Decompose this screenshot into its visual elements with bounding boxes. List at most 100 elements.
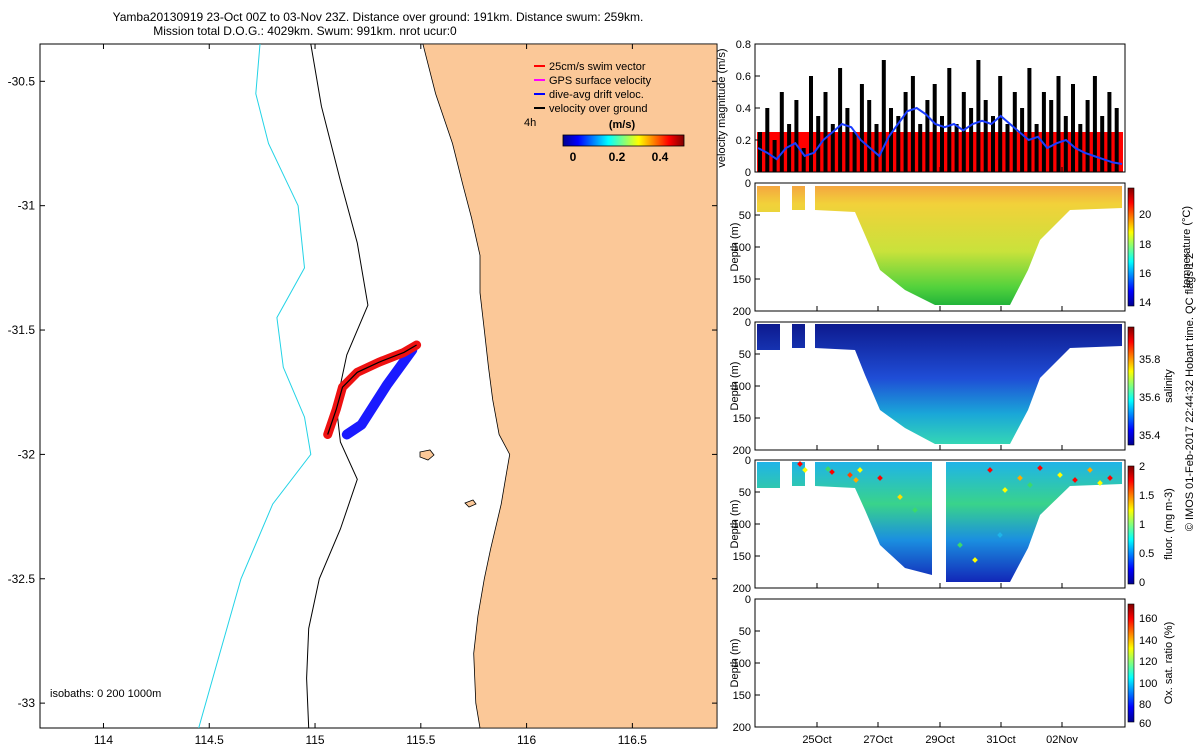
velocity-bar xyxy=(1100,116,1105,172)
ox-cb-tick-160: 160 xyxy=(1139,613,1157,625)
velocity-bar xyxy=(816,116,821,172)
isobath-1000m xyxy=(198,44,312,728)
depth-tick-label: 200 xyxy=(733,306,751,318)
qc-flag-marker xyxy=(1002,487,1008,493)
temperature-panel: 0 50 100 150 200 Depth (m) 20 18 16 14 tempe… xyxy=(729,178,1193,318)
map-xtick-label: 116.5 xyxy=(618,733,647,747)
depth-tick-label: 50 xyxy=(739,349,751,361)
qc-flag-marker xyxy=(1097,480,1103,486)
qc-flag-marker xyxy=(987,467,993,473)
fluorescence-section xyxy=(757,462,1122,582)
depth-tick-label: 0 xyxy=(745,317,751,329)
velocity-bar xyxy=(932,84,937,172)
velocity-ylabel: velocity magnitude (m/s) xyxy=(716,48,728,167)
velocity-bar xyxy=(874,124,879,172)
temperature-cb-label: temperature (°C) xyxy=(1181,206,1193,288)
glider-track-drift xyxy=(341,344,418,440)
velocity-bar xyxy=(1041,92,1046,172)
velocity-tick-label: 0 xyxy=(745,167,751,179)
depth-tick-label: 0 xyxy=(745,455,751,467)
velocity-bar xyxy=(1005,124,1010,172)
map-ytick-label: -30.5 xyxy=(8,74,36,88)
velocity-bar xyxy=(758,132,762,172)
speed-colorbar xyxy=(562,134,685,147)
depth-tick-label: 200 xyxy=(733,583,751,595)
depth-tick-label: 150 xyxy=(733,690,751,702)
map-xtick-label: 115 xyxy=(305,733,324,747)
depth-tick-label: 200 xyxy=(733,722,751,734)
fluorescence-cb-label: fluor. (mg m-3) xyxy=(1163,488,1175,560)
velocity-y-axis: 0 0.2 0.4 0.6 0.8 xyxy=(736,39,760,179)
qc-flag-marker xyxy=(957,542,963,548)
velocity-bar xyxy=(881,60,886,172)
velocity-bar xyxy=(838,68,843,172)
velocity-bar xyxy=(889,108,893,172)
qc-flag-marker xyxy=(997,532,1003,538)
temperature-colorbar xyxy=(1127,187,1135,307)
isobath-200m xyxy=(306,44,369,728)
velocity-bar xyxy=(903,92,908,172)
qc-flag-marker xyxy=(1107,475,1113,481)
velocity-bar xyxy=(772,140,777,172)
map-legend: 25cm/s swim vector GPS surface velocity … xyxy=(524,61,685,164)
qc-flag-marker xyxy=(972,557,978,563)
velocity-bar xyxy=(961,92,966,172)
qc-flag-marker xyxy=(1017,475,1023,481)
velocity-bar xyxy=(779,92,784,172)
legend-gps: GPS surface velocity xyxy=(549,75,652,87)
velocity-bar xyxy=(969,108,974,172)
oxygen-ylabel: Depth (m) xyxy=(729,639,741,688)
velocity-bar xyxy=(1012,92,1017,172)
map-ytick-label: -33 xyxy=(18,696,36,710)
velocity-tick-label: 0.8 xyxy=(736,39,751,51)
ox-cb-tick-80: 80 xyxy=(1139,699,1151,711)
depth-tick-label: 0 xyxy=(745,594,751,606)
velocity-bar xyxy=(918,124,923,172)
velocity-bar xyxy=(1063,116,1068,172)
velocity-bar xyxy=(794,100,799,172)
qc-flag-marker xyxy=(825,466,831,472)
velocity-bar xyxy=(1027,68,1032,172)
temperature-section xyxy=(757,186,1122,305)
ox-cb-tick-60: 60 xyxy=(1139,718,1151,730)
map-ytick-label: -32 xyxy=(18,447,36,461)
ox-cb-tick-140: 140 xyxy=(1139,635,1157,647)
depth-tick-label: 150 xyxy=(733,551,751,563)
flu-cb-tick-1: 1 xyxy=(1139,519,1145,531)
depth-tick-label: 50 xyxy=(739,626,751,638)
oxygen-frame xyxy=(754,598,1126,728)
map-xtick-label: 116 xyxy=(517,733,536,747)
velocity-bar xyxy=(1071,84,1075,172)
velocity-bar xyxy=(1034,124,1039,172)
velocity-panel: 0 0.2 0.4 0.6 0.8 velocity magnitude (m/s) xyxy=(716,39,1126,179)
temperature-ylabel: Depth (m) xyxy=(729,223,741,272)
velocity-bar xyxy=(910,76,915,172)
time-tick-label: 27Oct xyxy=(863,734,892,746)
depth-tick-label: 200 xyxy=(733,445,751,457)
flu-cb-tick-15: 1.5 xyxy=(1139,490,1154,502)
time-tick-label: 02Nov xyxy=(1046,734,1078,746)
velocity-tick-label: 0.6 xyxy=(736,71,751,83)
map-xtick-label: 114.5 xyxy=(195,733,224,747)
salinity-ylabel: Depth (m) xyxy=(729,362,741,411)
map-coastline-land xyxy=(422,44,717,728)
sal-cb-tick-356: 35.6 xyxy=(1139,392,1160,404)
speed-tick-0: 0 xyxy=(570,150,577,164)
velocity-bar xyxy=(1056,76,1061,172)
velocity-bar xyxy=(991,116,995,172)
speed-colorbar-title: (m/s) xyxy=(609,119,636,131)
qc-flag-marker xyxy=(829,469,835,475)
qc-flag-marker xyxy=(1027,482,1033,488)
oxygen-cb-label: Ox. sat. ratio (%) xyxy=(1163,622,1175,705)
map-ytick-label: -32.5 xyxy=(8,572,36,586)
velocity-bar xyxy=(976,60,981,172)
temp-cb-tick-18: 18 xyxy=(1139,239,1151,251)
fluorescence-colorbar xyxy=(1127,465,1135,585)
velocity-bar xyxy=(1114,108,1119,172)
salinity-cb-label: salinity xyxy=(1163,369,1175,403)
map-panel: 114 114.5 115 115.5 116 116.5 -30.5-31-31.5-3… xyxy=(8,43,718,747)
velocity-bar xyxy=(925,100,930,172)
qc-flag-marker xyxy=(853,477,859,483)
velocity-bar xyxy=(998,76,1003,172)
